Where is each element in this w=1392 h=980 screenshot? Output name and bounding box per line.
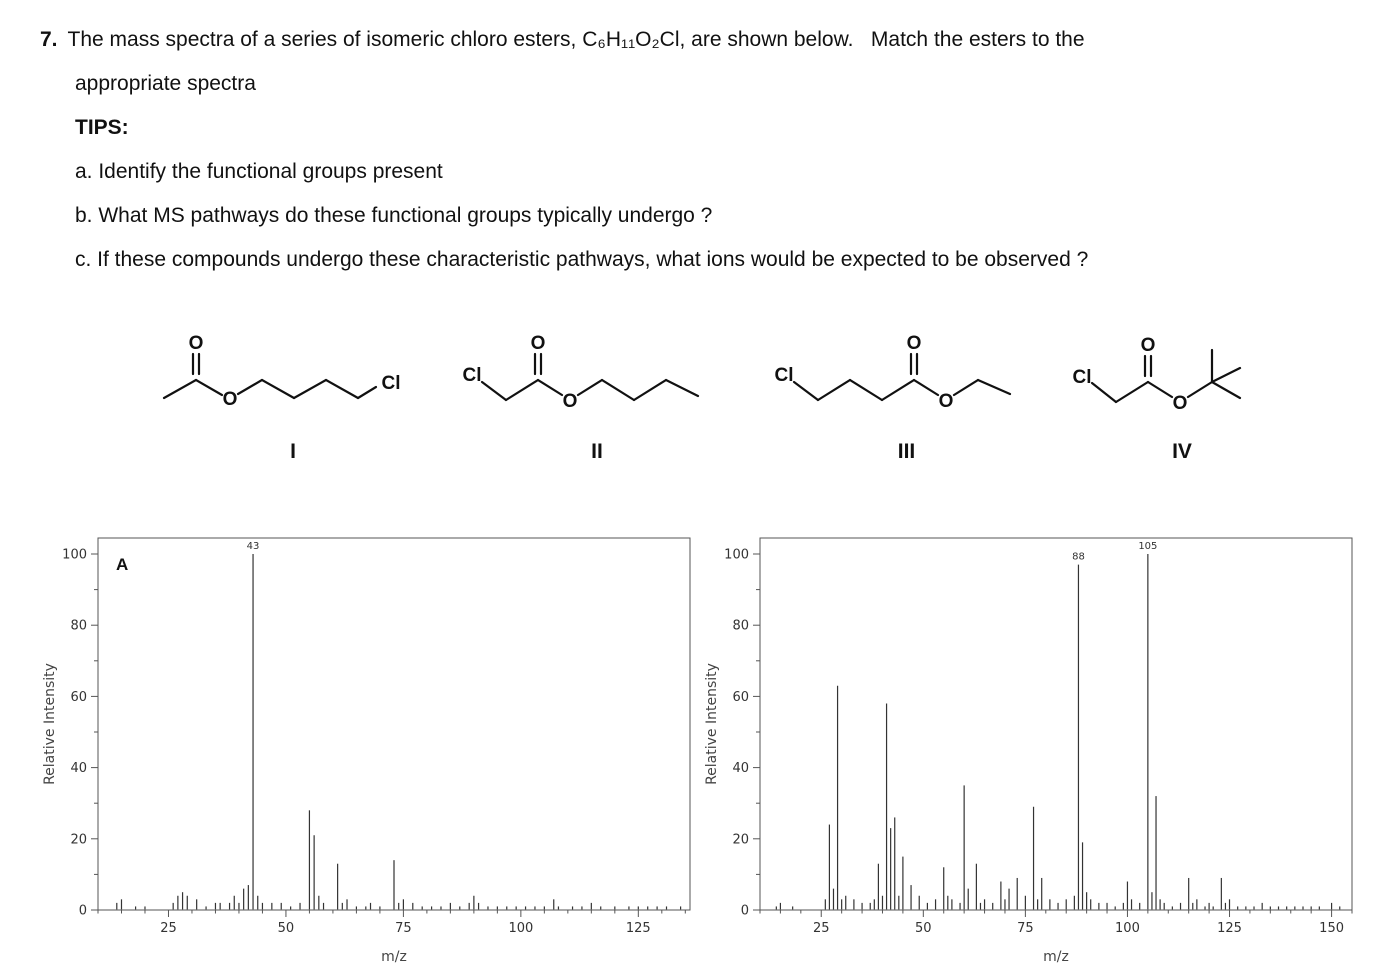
molecule-i-structure: O O Cl bbox=[162, 333, 401, 410]
mass-spectrum-chart-right: 0 20 40 60 80 100 25 50 75 100 125 150 88 105 m/z Relat… bbox=[700, 528, 1362, 978]
tip-a: a. Identify the functional groups presen… bbox=[75, 160, 443, 183]
x-tick-label: 150 bbox=[1319, 921, 1344, 936]
x-tick-label: 50 bbox=[278, 921, 295, 936]
y-tick-label: 0 bbox=[79, 904, 87, 919]
tip-c: c. If these compounds undergo these char… bbox=[75, 248, 1089, 271]
molecule-i-label: I bbox=[290, 440, 296, 463]
y-axis-label: Relative Intensity bbox=[42, 663, 58, 785]
y-tick-label: 20 bbox=[70, 832, 87, 847]
atom-label-ester-o: O bbox=[223, 389, 238, 410]
y-tick-label: 100 bbox=[724, 548, 749, 563]
plot-frame bbox=[97, 537, 691, 911]
molecule-ii-label: II bbox=[591, 440, 603, 463]
x-tick-label: 75 bbox=[1017, 921, 1034, 936]
y-axis-label: Relative Intensity bbox=[704, 663, 720, 785]
y-tick-label: 0 bbox=[741, 904, 749, 919]
x-tick-label: 50 bbox=[915, 921, 932, 936]
x-tick-label: 100 bbox=[1115, 921, 1140, 936]
x-tick-label: 25 bbox=[813, 921, 830, 936]
molecule-iv-structure: Cl O O bbox=[1073, 335, 1242, 414]
question-block: 7. The mass spectra of a series of isomer… bbox=[40, 18, 1088, 282]
x-tick-label: 125 bbox=[626, 921, 651, 936]
y-tick-label: 100 bbox=[62, 548, 87, 563]
x-tick-label: 100 bbox=[508, 921, 533, 936]
molecule-iv-label: IV bbox=[1172, 440, 1192, 463]
plot-frame bbox=[759, 537, 1353, 911]
atom-label-carbonyl-o: O bbox=[1141, 335, 1156, 356]
atom-label-ester-o: O bbox=[939, 391, 954, 412]
molecule-iii-structure: Cl O O bbox=[775, 333, 1012, 412]
molecule-ii-structure: Cl O O bbox=[463, 333, 700, 412]
peak-label: 43 bbox=[247, 541, 260, 552]
mass-spectrum-right-plot: 0 20 40 60 80 100 25 50 75 100 125 150 88 105 m/z Relat… bbox=[704, 537, 1353, 965]
y-tick-label: 80 bbox=[70, 619, 87, 634]
bonds bbox=[1090, 348, 1242, 404]
bonds bbox=[162, 352, 378, 400]
y-tick-label: 40 bbox=[70, 761, 87, 776]
question-line-2: appropriate spectra bbox=[75, 72, 256, 95]
molecule-iii: Cl O O III bbox=[764, 316, 1049, 464]
molecule-ii: Cl O O II bbox=[452, 316, 742, 464]
y-tick-label: 80 bbox=[732, 619, 749, 634]
y-tick-label: 20 bbox=[732, 832, 749, 847]
x-tick-label: 125 bbox=[1217, 921, 1242, 936]
question-text: The mass spectra of a series of isomeric… bbox=[67, 28, 1085, 51]
y-tick-label: 60 bbox=[70, 690, 87, 705]
panel-label: A bbox=[116, 555, 128, 574]
atom-label-ester-o: O bbox=[1173, 393, 1188, 414]
x-axis-label: m/z bbox=[381, 949, 407, 965]
x-axis-label: m/z bbox=[1043, 949, 1069, 965]
x-tick-label: 25 bbox=[160, 921, 177, 936]
y-tick-label: 60 bbox=[732, 690, 749, 705]
peak-label: 105 bbox=[1138, 541, 1157, 552]
tip-b: b. What MS pathways do these functional … bbox=[75, 204, 713, 227]
molecule-i: O O Cl I bbox=[148, 316, 438, 464]
question-number: 7. bbox=[40, 28, 58, 51]
tips-heading: TIPS: bbox=[75, 116, 129, 139]
x-tick-label: 75 bbox=[395, 921, 412, 936]
y-tick-label: 40 bbox=[732, 761, 749, 776]
bonds bbox=[792, 352, 1012, 402]
atom-label-carbonyl-o: O bbox=[907, 333, 922, 354]
bonds bbox=[480, 352, 700, 402]
atom-label-cl: Cl bbox=[1073, 367, 1092, 388]
atom-label-cl: Cl bbox=[382, 373, 401, 394]
peak-label: 88 bbox=[1072, 552, 1085, 563]
question-line-1: 7. The mass spectra of a series of isomer… bbox=[40, 18, 1088, 62]
atom-label-cl: Cl bbox=[775, 365, 794, 386]
molecule-iii-label: III bbox=[897, 440, 916, 463]
atom-label-cl: Cl bbox=[463, 365, 482, 386]
atom-label-carbonyl-o: O bbox=[189, 333, 204, 354]
mass-spectrum-a-plot: 0 20 40 60 80 100 25 50 75 100 125 43 Am/z Relative I… bbox=[42, 537, 691, 965]
atom-label-carbonyl-o: O bbox=[531, 333, 546, 354]
molecule-iv: Cl O O IV bbox=[1062, 316, 1302, 464]
atom-label-ester-o: O bbox=[563, 391, 578, 412]
